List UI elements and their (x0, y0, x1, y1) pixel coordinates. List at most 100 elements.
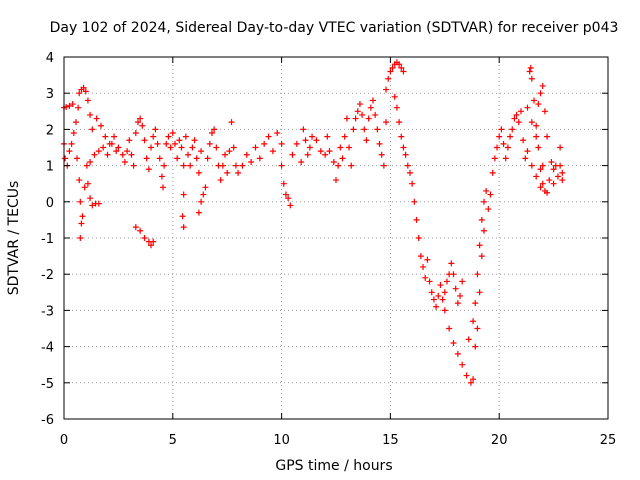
data-point (337, 144, 344, 151)
y-tick-label: -1 (41, 232, 54, 247)
data-point (539, 162, 546, 169)
y-tick-label: 4 (46, 51, 54, 66)
data-point (248, 158, 255, 165)
data-point (467, 379, 474, 386)
y-tick-label: -4 (41, 341, 54, 356)
data-point (182, 133, 189, 140)
data-point (524, 104, 531, 111)
data-point (213, 144, 220, 151)
data-point (208, 130, 215, 137)
data-point (380, 162, 387, 169)
data-point (143, 155, 150, 162)
data-point (317, 148, 324, 155)
data-point (485, 206, 492, 213)
x-tick-label: 15 (382, 433, 399, 448)
data-point (539, 180, 546, 187)
data-point (517, 108, 524, 115)
data-point (137, 227, 144, 234)
data-point (502, 155, 509, 162)
data-point (180, 191, 187, 198)
data-point (417, 253, 424, 260)
data-point (428, 289, 435, 296)
y-tick-label: -3 (41, 304, 54, 319)
data-point (389, 64, 396, 71)
data-point (306, 144, 313, 151)
data-point (274, 130, 281, 137)
data-point (198, 198, 205, 205)
data-point (217, 177, 224, 184)
data-point (424, 256, 431, 263)
data-point (265, 133, 272, 140)
data-point (528, 119, 535, 126)
data-point (322, 151, 329, 158)
data-point (72, 119, 79, 126)
data-point (79, 213, 86, 220)
data-point (437, 282, 444, 289)
data-point (385, 75, 392, 82)
data-point (261, 140, 268, 147)
data-point (91, 151, 98, 158)
data-point (544, 189, 551, 196)
data-point (97, 122, 104, 129)
data-point (102, 133, 109, 140)
data-point (541, 108, 548, 115)
data-point (121, 158, 128, 165)
data-point (413, 216, 420, 223)
data-point (367, 104, 374, 111)
data-point (113, 148, 120, 155)
data-point (154, 140, 161, 147)
data-point (537, 166, 544, 173)
data-point (430, 296, 437, 303)
data-point (230, 144, 237, 151)
data-point (439, 296, 446, 303)
data-point (150, 238, 157, 245)
data-point (289, 151, 296, 158)
y-tick-label: 0 (46, 196, 54, 211)
data-point (470, 376, 477, 383)
data-point (472, 343, 479, 350)
data-point (520, 137, 527, 144)
data-point (411, 198, 418, 205)
data-point (163, 140, 170, 147)
data-point (165, 133, 172, 140)
data-point (84, 180, 91, 187)
data-point (148, 144, 155, 151)
data-point (452, 285, 459, 292)
data-point (454, 350, 461, 357)
data-point (179, 213, 186, 220)
data-point (426, 278, 433, 285)
data-point (76, 177, 83, 184)
data-point (393, 104, 400, 111)
data-point (346, 144, 353, 151)
data-point (454, 300, 461, 307)
data-point (278, 162, 285, 169)
data-point (95, 200, 102, 207)
data-point (535, 101, 542, 108)
data-point (527, 64, 534, 71)
data-point (546, 177, 553, 184)
data-point (278, 140, 285, 147)
data-point (537, 90, 544, 97)
data-point (365, 115, 372, 122)
x-tick-label: 20 (491, 433, 508, 448)
data-point (126, 137, 133, 144)
data-point (128, 151, 135, 158)
data-point (537, 184, 544, 191)
data-point (70, 130, 77, 137)
data-point (472, 300, 479, 307)
data-point (335, 162, 342, 169)
data-point (513, 111, 520, 118)
data-point (348, 162, 355, 169)
data-point (533, 173, 540, 180)
data-point (478, 216, 485, 223)
data-point (84, 97, 91, 104)
data-point (148, 242, 155, 249)
data-point (66, 148, 73, 155)
y-axis-label: SDTVAR / TECUs (6, 181, 22, 296)
data-point (211, 126, 218, 133)
data-point (193, 155, 200, 162)
data-point (409, 180, 416, 187)
data-point (167, 144, 174, 151)
data-point (383, 86, 390, 93)
